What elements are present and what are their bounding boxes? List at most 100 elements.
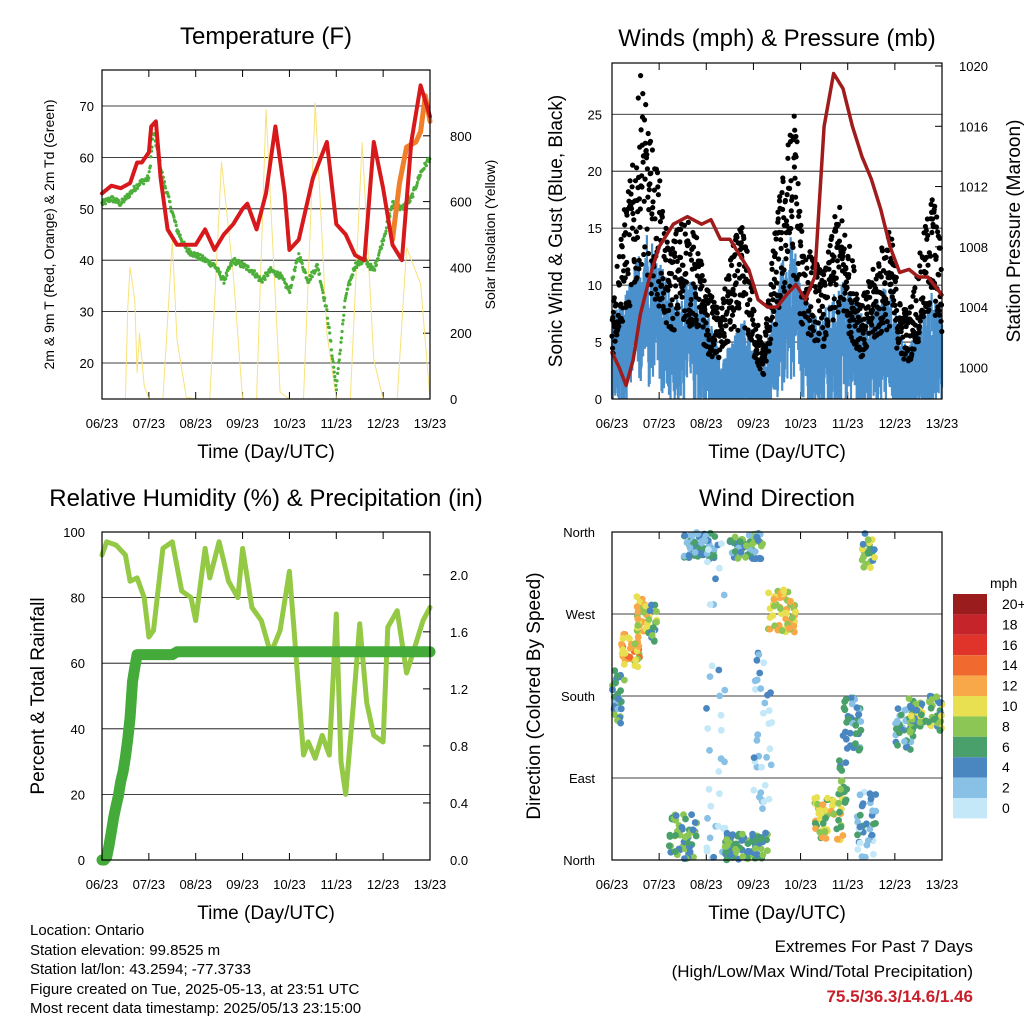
direction-point	[704, 814, 711, 822]
y-tick-label: 40	[71, 722, 85, 737]
direction-point	[611, 711, 618, 718]
gust-point	[830, 317, 836, 323]
td-point	[282, 277, 286, 281]
gust-point	[673, 294, 679, 300]
direction-point	[708, 662, 716, 670]
gust-point	[616, 254, 623, 260]
direction-point	[767, 761, 775, 769]
td-point	[350, 276, 354, 280]
gust-point	[706, 332, 712, 338]
gust-point	[880, 320, 886, 326]
direction-point	[645, 616, 653, 623]
direction-point	[715, 768, 723, 775]
td-point	[324, 304, 328, 308]
direction-point	[759, 851, 767, 859]
direction-point	[710, 853, 718, 861]
gust-point	[795, 181, 801, 187]
x-tick-label: 07/23	[133, 416, 166, 431]
gust-point	[732, 273, 738, 279]
direction-point	[842, 759, 850, 766]
gust-point	[736, 300, 742, 306]
direction-point	[620, 660, 628, 668]
gust-point	[823, 332, 829, 338]
gust-point	[655, 192, 662, 198]
direction-point	[726, 537, 734, 544]
x-tick-label: 13/23	[926, 416, 959, 431]
gust-point	[851, 268, 857, 274]
direction-point	[721, 824, 729, 832]
x-axis-label: Time (Day/UTC)	[197, 903, 335, 924]
y2-tick-label: 1012	[959, 180, 988, 195]
td-point	[208, 259, 212, 263]
gust-point	[783, 218, 790, 224]
gust-point	[637, 224, 643, 230]
td-point	[321, 291, 325, 295]
gust-point	[693, 317, 699, 323]
gust-point	[733, 280, 739, 286]
y-tick-label: 0	[595, 392, 602, 407]
y2-tick-label: 2.0	[450, 568, 468, 583]
gust-point	[836, 302, 842, 308]
gust-point	[874, 311, 880, 317]
chart-title: Wind Direction	[699, 485, 855, 512]
gust-point	[774, 280, 780, 286]
gust-point	[648, 290, 654, 297]
direction-point	[821, 806, 829, 814]
gust-point	[676, 267, 682, 273]
gust-point	[794, 201, 800, 207]
direction-point	[864, 536, 872, 544]
gust-point	[867, 294, 873, 300]
td-point	[178, 233, 182, 237]
gust-point	[657, 219, 664, 225]
gust-point	[705, 327, 711, 333]
td-point	[381, 242, 385, 247]
gust-point	[678, 226, 684, 232]
direction-point	[770, 596, 778, 603]
gust-point	[892, 302, 898, 308]
direction-point	[731, 548, 739, 555]
td-point	[216, 267, 220, 271]
direction-point	[716, 790, 723, 798]
direction-point	[716, 692, 724, 700]
gust-point	[626, 232, 632, 238]
td-point	[374, 263, 378, 267]
direction-point	[765, 589, 772, 597]
td-point	[330, 357, 335, 361]
gust-point	[782, 280, 788, 286]
td-point	[303, 271, 308, 275]
direction-point	[863, 820, 870, 828]
gust-point	[799, 321, 806, 327]
gust-point	[709, 294, 715, 300]
direction-point	[792, 608, 799, 616]
td-point	[343, 296, 348, 300]
td-point	[335, 379, 339, 383]
direction-point	[765, 720, 773, 727]
gust-point	[776, 198, 783, 204]
td-point	[343, 299, 347, 303]
legend-swatch	[953, 757, 987, 778]
gust-point	[839, 218, 845, 224]
direction-point	[852, 730, 860, 738]
td-point	[187, 247, 191, 251]
gust-point	[815, 320, 821, 326]
gust-point	[925, 232, 931, 239]
gust-point	[751, 322, 757, 328]
gust-point	[844, 285, 850, 291]
gust-point	[796, 213, 802, 219]
gust-point	[726, 276, 732, 282]
direction-point	[860, 563, 868, 571]
td-point	[167, 195, 171, 199]
direction-point	[813, 794, 821, 801]
x-tick-label: 09/23	[226, 416, 259, 431]
gust-point	[725, 338, 731, 344]
gust-point	[912, 322, 919, 328]
gust-point	[780, 206, 786, 212]
gust-point	[763, 332, 769, 338]
gust-point	[846, 323, 852, 329]
direction-point	[614, 672, 621, 680]
recent-data-text: Most recent data timestamp: 2025/05/13 2…	[30, 1000, 362, 1017]
direction-point	[897, 711, 905, 719]
gust-point	[776, 256, 782, 262]
gust-point	[656, 278, 662, 285]
gust-point	[743, 291, 749, 297]
